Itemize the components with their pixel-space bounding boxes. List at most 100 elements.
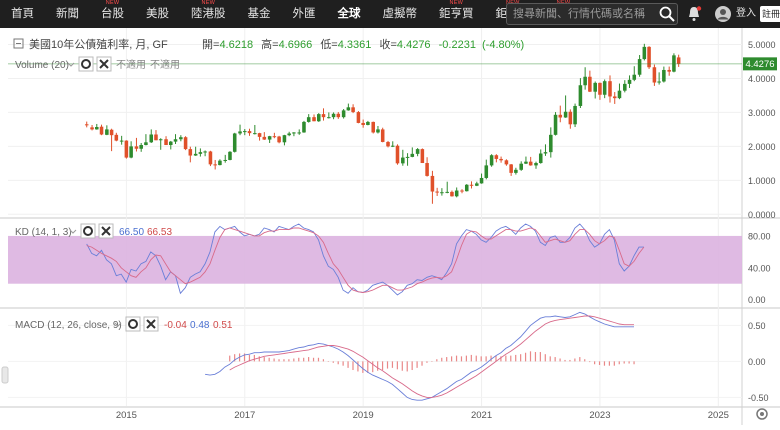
open-label: 開= <box>202 38 219 51</box>
candle-body <box>164 139 168 146</box>
candle-body <box>593 82 597 92</box>
nav-item-1[interactable]: 新聞 <box>45 0 90 28</box>
candle-body <box>297 132 302 134</box>
scroll-handle[interactable] <box>1 366 9 384</box>
candle <box>183 136 188 151</box>
candle-body <box>179 137 183 140</box>
macd-hist-bar <box>367 361 369 373</box>
chevron-down-icon[interactable] <box>67 62 75 67</box>
candle <box>247 128 252 136</box>
kd-y-tick: 0.00 <box>748 295 766 305</box>
candle-body <box>321 114 326 118</box>
candle-body <box>139 145 143 149</box>
macd-hist-bar <box>258 356 260 362</box>
gear-icon[interactable] <box>125 316 141 332</box>
candle-body <box>401 157 405 164</box>
user-icon[interactable] <box>713 4 733 24</box>
price-y-tick: 4.0000 <box>748 74 776 84</box>
candle-body <box>169 141 173 146</box>
gear-icon[interactable] <box>80 223 96 239</box>
candle <box>642 43 647 61</box>
settings-gear-icon[interactable] <box>756 408 768 420</box>
candle-body <box>203 151 207 153</box>
candle-body <box>119 140 124 142</box>
register-button[interactable]: 註冊 <box>760 6 780 22</box>
nav-item-3[interactable]: 美股 <box>135 0 180 28</box>
candle <box>637 55 642 77</box>
candle <box>588 70 592 93</box>
macd-hist-bar <box>505 355 507 362</box>
candle <box>598 82 602 100</box>
candle <box>573 103 577 128</box>
candle-body <box>361 122 365 125</box>
candle <box>602 79 607 99</box>
macd-hist-bar <box>243 353 246 362</box>
candle <box>129 141 133 159</box>
candle-body <box>341 110 346 118</box>
macd-hist-bar <box>470 354 472 362</box>
search-input[interactable] <box>506 3 678 25</box>
nav-item-9[interactable]: 鉅亨買 NEW <box>428 0 485 28</box>
candle <box>336 112 341 119</box>
x-tick-label: 2021 <box>471 410 492 421</box>
candle-body <box>509 164 513 173</box>
macd-hist-bar <box>288 359 290 362</box>
candle-body <box>287 133 291 136</box>
nav-item-label: 美股 <box>146 8 169 20</box>
candle <box>647 46 651 69</box>
close-icon[interactable] <box>96 56 112 72</box>
nav-item-8[interactable]: 虛擬幣 <box>372 0 429 28</box>
kd-k-value: 66.50 <box>119 227 144 238</box>
macd-hist-bar <box>441 357 443 362</box>
close-icon[interactable] <box>143 316 159 332</box>
close-icon[interactable] <box>98 223 114 239</box>
candle <box>366 120 370 126</box>
candle <box>534 161 538 169</box>
nav-item-4[interactable]: 陸港股 NEW <box>180 0 237 28</box>
nav-item-7[interactable]: 全球 <box>327 0 372 28</box>
macd-hist-bar <box>485 356 487 362</box>
candle-body <box>553 114 558 135</box>
candle <box>297 129 302 135</box>
candle <box>139 142 143 152</box>
x-tick-label: 2025 <box>708 410 729 421</box>
top-nav: 首頁新聞台股NEW美股陸港股NEW基金外匯全球虛擬幣鉅亨買NEW鉅亨號NEW訂閱… <box>0 0 780 28</box>
nav-item-5[interactable]: 基金 <box>237 0 282 28</box>
kd-k-line <box>86 223 644 296</box>
macd-hist-bar <box>308 357 310 362</box>
collapse-icon[interactable] <box>13 38 24 49</box>
candle <box>652 64 657 86</box>
candle-body <box>257 133 262 137</box>
candle-body <box>558 114 563 118</box>
nav-item-2[interactable]: 台股 NEW <box>90 0 135 28</box>
search-icon[interactable] <box>657 4 677 24</box>
candle-body <box>99 126 104 135</box>
macd-hist-bar <box>234 354 236 362</box>
kd-d-value: 66.53 <box>147 227 172 238</box>
candle-body <box>154 134 158 141</box>
bell-icon[interactable] <box>684 4 704 24</box>
low-label: 低= <box>320 38 337 51</box>
candle <box>164 136 168 146</box>
candle <box>538 149 543 164</box>
candle-body <box>528 161 533 166</box>
gear-icon[interactable] <box>78 56 94 72</box>
price-y-tick: 1.0000 <box>748 176 776 186</box>
candle-body <box>129 146 133 158</box>
chevron-down-icon[interactable] <box>114 322 122 327</box>
candle <box>479 173 484 184</box>
login-link[interactable]: 登入 <box>736 8 756 19</box>
chevron-down-icon[interactable] <box>69 229 77 234</box>
candle-body <box>114 134 119 141</box>
nav-item-0[interactable]: 首頁 <box>0 0 45 28</box>
macd-hist-bar <box>337 361 339 365</box>
candle <box>632 66 637 82</box>
candle <box>257 132 262 141</box>
symbol-header: 美國10年公債殖利率, 月, GF 開=4.6218 高=4.6966 低=4.… <box>13 37 524 51</box>
macd-hist-bar <box>278 359 280 362</box>
candle-body <box>198 152 203 154</box>
candle-body <box>425 163 429 176</box>
candle-body <box>440 192 444 194</box>
candle-body <box>602 81 607 95</box>
nav-item-6[interactable]: 外匯 <box>282 0 327 28</box>
